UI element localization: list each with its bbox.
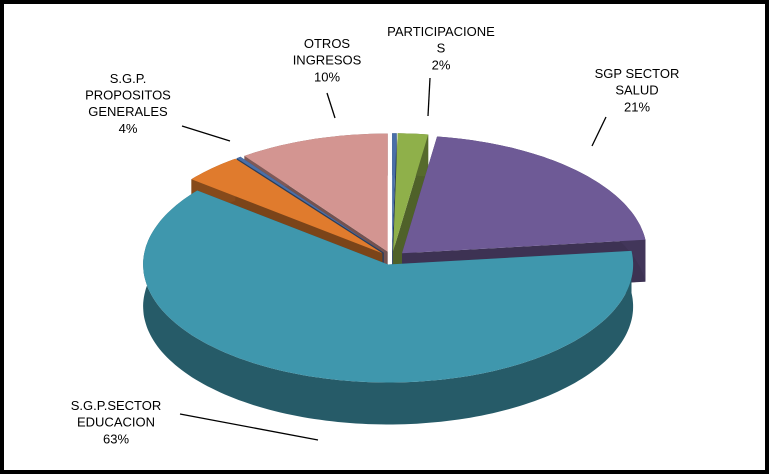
slice-tops [143,133,646,383]
percent-label: 2% [432,57,451,72]
slice [392,133,397,252]
leader-line [181,125,231,142]
slice [402,136,646,254]
slice [393,133,429,252]
slice [244,133,388,252]
percent-label: 21% [624,99,650,114]
leader-line [591,116,607,147]
slice [236,156,384,253]
slice [191,158,383,254]
category-label: SGP SECTOR SALUD [595,66,680,98]
leader-line [427,77,431,117]
category-label: PARTICIPACIONE S [387,24,495,56]
percent-label: 10% [314,69,340,84]
leader-line [179,413,319,441]
percent-label: 4% [119,121,138,136]
category-label: S.G.P. PROPOSITOS GENERALES [85,71,171,119]
percent-label: 63% [103,431,129,446]
slice [143,190,634,383]
category-label: OTROS INGRESOS [293,36,362,68]
leader-line [326,92,336,119]
category-label: S.G.P.SECTOR EDUCACION [71,398,162,430]
